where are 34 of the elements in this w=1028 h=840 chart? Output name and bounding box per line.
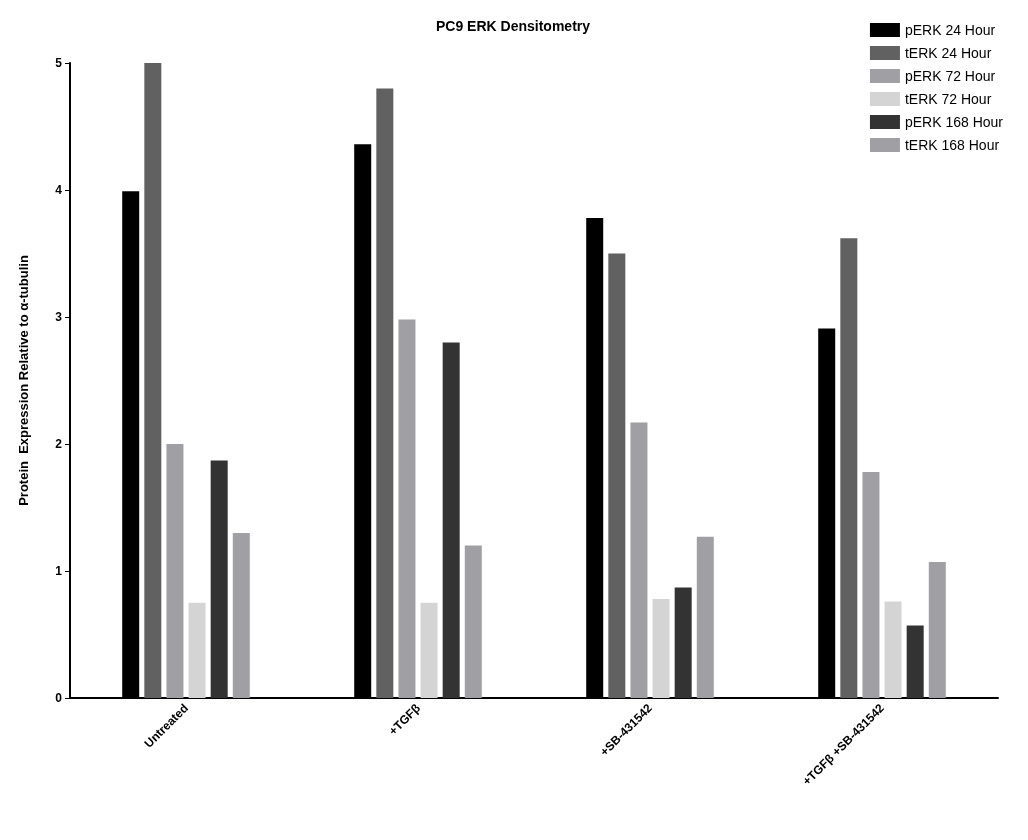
y-axis-title: Protein Expression Relative to α-tubulin [16,255,31,506]
bar [188,602,206,698]
bar [144,63,162,698]
legend-label: pERK 24 Hour [904,22,996,38]
bar [840,238,858,698]
bar [232,532,250,698]
legend-label: pERK 168 Hour [904,114,1004,130]
legend-label: tERK 72 Hour [904,91,992,107]
legend-label: pERK 72 Hour [904,68,996,84]
bar [398,319,416,698]
bar [862,471,880,698]
bar [928,562,946,698]
y-tick-label: 3 [55,310,63,324]
legend-label: tERK 24 Hour [904,45,992,61]
bar [906,625,924,698]
y-tick-label: 4 [55,183,63,197]
y-tick-label: 5 [55,56,63,70]
bar [652,598,670,698]
y-tick-label: 0 [55,691,63,705]
bar [420,602,438,698]
bar [166,444,184,698]
bar [376,88,394,698]
bar [210,460,228,698]
y-tick-label: 1 [55,564,63,578]
y-tick-label: 2 [55,437,63,451]
bar [674,587,692,698]
legend-label: tERK 168 Hour [904,137,1000,153]
bar [630,422,648,698]
chart-title: PC9 ERK Densitometry [435,18,591,34]
bar [696,536,714,698]
bar [464,545,482,698]
bar [442,342,460,698]
bar [608,253,626,698]
bar [884,601,902,698]
